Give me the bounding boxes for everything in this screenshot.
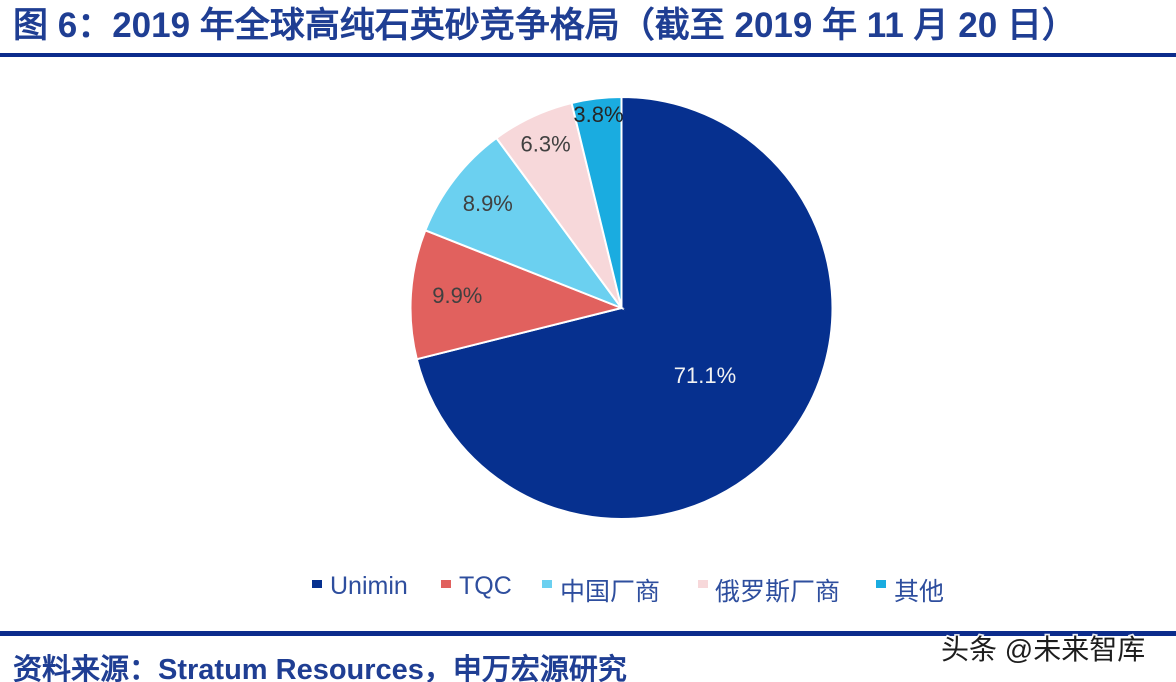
svg-text:6.3%: 6.3% bbox=[521, 131, 571, 156]
svg-text:8.9%: 8.9% bbox=[463, 191, 513, 216]
svg-text:3.8%: 3.8% bbox=[573, 102, 623, 127]
svg-text:9.9%: 9.9% bbox=[432, 283, 482, 308]
svg-text:71.1%: 71.1% bbox=[674, 363, 736, 388]
